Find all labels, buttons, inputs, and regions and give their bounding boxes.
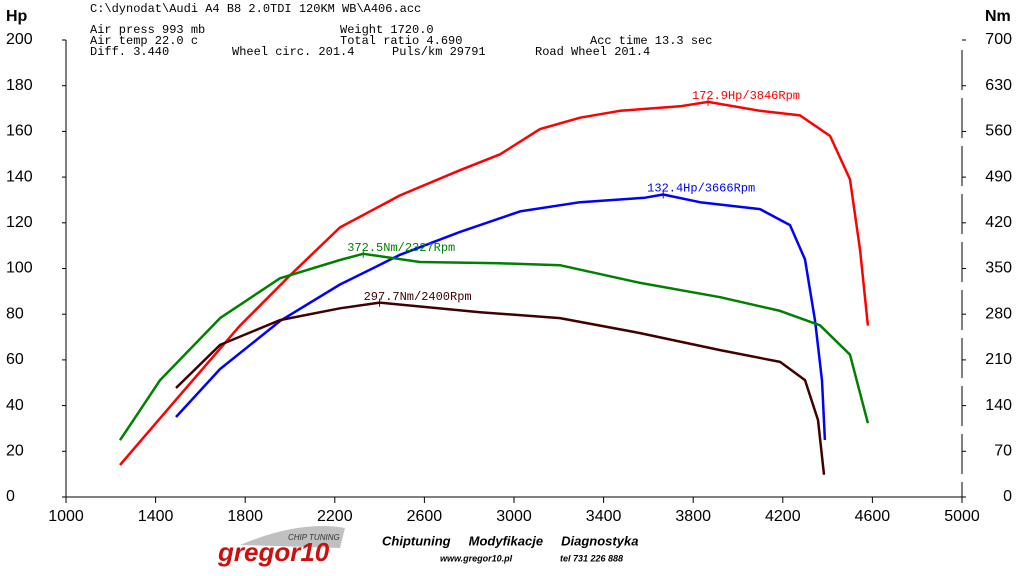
phone: tel 731 226 888 bbox=[560, 553, 623, 563]
peak-label: 132.4Hp/3666Rpm bbox=[647, 182, 755, 196]
y2-tick-label: 560 bbox=[985, 123, 1012, 140]
x-tick-label: 3800 bbox=[675, 508, 711, 525]
info-item: Air temp 22.0 c bbox=[90, 34, 198, 48]
y-tick-label: 0 bbox=[6, 488, 15, 505]
y2-tick-label: 0 bbox=[1003, 488, 1012, 505]
peak-label: 172.9Hp/3846Rpm bbox=[692, 89, 800, 103]
series-line bbox=[175, 193, 827, 440]
info-item: Acc time 13.3 sec bbox=[590, 34, 712, 48]
y-tick-label: 60 bbox=[6, 351, 24, 368]
x-tick-label: 5000 bbox=[944, 508, 980, 525]
x-tick-label: 2200 bbox=[317, 508, 353, 525]
x-tick-label: 3000 bbox=[496, 508, 532, 525]
y-tick-label: 40 bbox=[6, 397, 24, 414]
y2-tick-label: 350 bbox=[985, 260, 1012, 277]
x-tick-label: 1000 bbox=[48, 508, 84, 525]
info-item: Diff. 3.440 bbox=[90, 45, 169, 59]
info-item: Puls/km 29791 bbox=[392, 45, 486, 59]
y2-tick-label: 630 bbox=[985, 77, 1012, 94]
y2-tick-label: 490 bbox=[985, 168, 1012, 185]
y-tick-label: 160 bbox=[6, 123, 33, 140]
info-item: Air press 993 mb bbox=[90, 23, 205, 37]
y-tick-label: 140 bbox=[6, 168, 33, 185]
y2-axis-label: Nm bbox=[985, 8, 1011, 25]
logo-tag: CHIP TUNING bbox=[288, 533, 340, 542]
services: Chiptuning Modyfikacje Diagnostyka bbox=[382, 533, 638, 548]
logo: CHIP TUNING gregor10 bbox=[217, 526, 345, 567]
y2-tick-label: 420 bbox=[985, 214, 1012, 231]
x-tick-label: 1800 bbox=[227, 508, 263, 525]
series-line bbox=[119, 100, 870, 466]
x-tick-label: 1400 bbox=[138, 508, 174, 525]
website: www.gregor10.pl bbox=[440, 553, 513, 563]
y-tick-label: 200 bbox=[6, 31, 33, 48]
x-tick-label: 3400 bbox=[586, 508, 622, 525]
series-line bbox=[175, 301, 826, 475]
info-item: Road Wheel 201.4 bbox=[535, 45, 650, 59]
y2-tick-label: 700 bbox=[985, 31, 1012, 48]
y-tick-label: 100 bbox=[6, 260, 33, 277]
x-tick-label: 4600 bbox=[855, 508, 891, 525]
y-tick-label: 20 bbox=[6, 443, 24, 460]
x-tick-label: 4200 bbox=[765, 508, 801, 525]
y2-tick-label: 210 bbox=[985, 351, 1012, 368]
peak-label: 372.5Nm/2327Rpm bbox=[347, 241, 455, 255]
info-item: Wheel circ. 201.4 bbox=[232, 45, 354, 59]
series-line bbox=[118, 252, 870, 441]
info-item: Weight 1720.0 bbox=[340, 23, 434, 37]
logo-swoosh bbox=[240, 526, 345, 548]
y2-tick-label: 140 bbox=[985, 397, 1012, 414]
y-tick-label: 120 bbox=[6, 214, 33, 231]
y2-tick-label: 70 bbox=[994, 443, 1012, 460]
y-tick-label: 180 bbox=[6, 77, 33, 94]
y2-tick-label: 280 bbox=[985, 305, 1012, 322]
peak-label: 297.7Nm/2400Rpm bbox=[364, 290, 472, 304]
x-tick-label: 2600 bbox=[407, 508, 443, 525]
logo-text: gregor10 bbox=[217, 537, 330, 567]
file-path: C:\dynodat\Audi A4 B8 2.0TDI 120KM WB\A4… bbox=[90, 2, 421, 16]
y-axis-label: Hp bbox=[6, 8, 28, 25]
y-tick-label: 80 bbox=[6, 305, 24, 322]
info-item: Total ratio 4.690 bbox=[340, 34, 462, 48]
